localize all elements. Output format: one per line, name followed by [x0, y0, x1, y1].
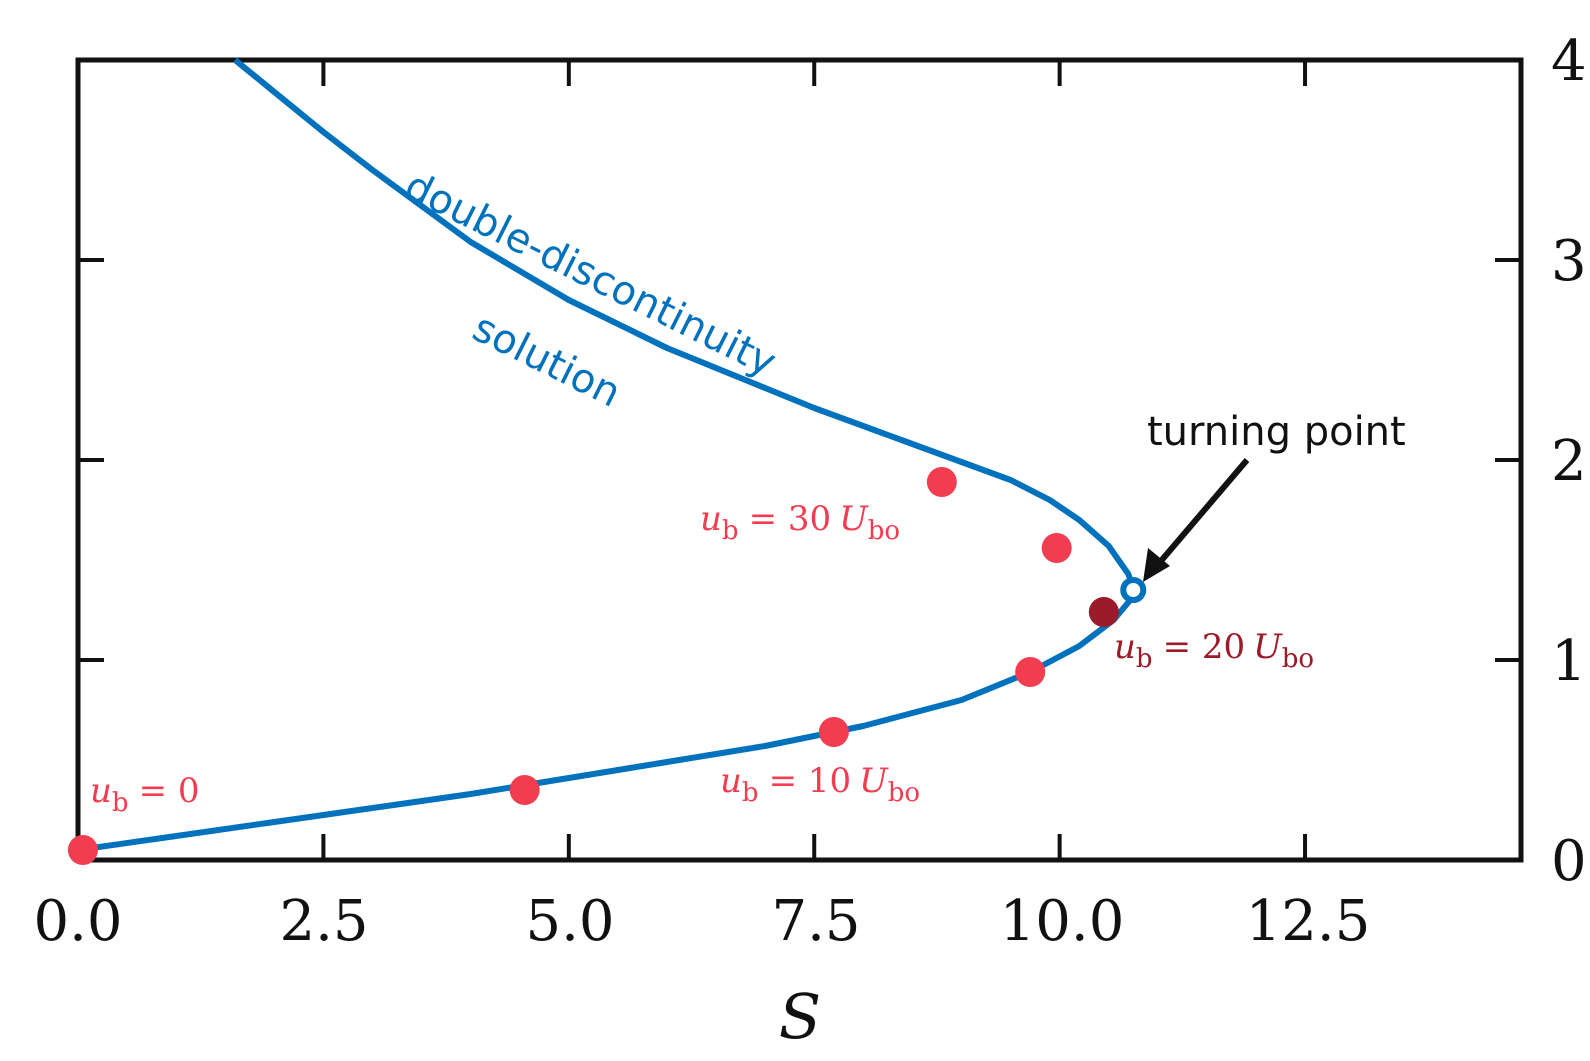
y-tick-labels: 0 1 2 3 4: [1551, 29, 1587, 894]
x-tick-label: 10.0: [1000, 889, 1125, 954]
ub-10-rhs: = 10: [769, 761, 852, 801]
y-tick-label: 4: [1551, 29, 1587, 94]
ub-20-sub: b: [1136, 644, 1153, 674]
ub-30-rhs: = 30: [749, 499, 832, 539]
ub-10-unit: U: [859, 761, 889, 801]
ub-10-unit-sub: bo: [888, 778, 920, 808]
label-ub-0: ub = 0: [90, 771, 200, 818]
y-tick-label: 1: [1551, 629, 1587, 694]
y-tick-label: 3: [1551, 229, 1587, 294]
x-tick-label: 5.0: [525, 889, 614, 954]
ub-0-var: u: [90, 771, 112, 811]
ub-20-rhs: = 20: [1163, 627, 1246, 667]
highlight-point: [1088, 597, 1119, 627]
data-point: [67, 835, 98, 865]
y-tick-label: 2: [1551, 429, 1587, 494]
label-ub-10: ub = 10 Ubo: [720, 761, 920, 808]
turning-point-label: turning point: [1147, 409, 1406, 455]
ub-30-sub: b: [722, 516, 739, 546]
label-ub-20: ub = 20 Ubo: [1114, 627, 1314, 674]
y-tick-label: 0: [1551, 829, 1587, 894]
x-tick-label: 12.5: [1246, 889, 1371, 954]
x-tick-label: 0.0: [33, 889, 122, 954]
ub-10-sub: b: [742, 778, 759, 808]
ub-20-unit-sub: bo: [1282, 644, 1314, 674]
ub-10-var: u: [720, 761, 742, 801]
turning-point-arrow: [1152, 458, 1250, 570]
ub-0-sub: b: [112, 788, 129, 818]
ub-20-unit: U: [1253, 627, 1283, 667]
ub-30-unit-sub: bo: [868, 516, 900, 546]
series-line: [77, 57, 1138, 853]
turning-point-arrowhead: [1143, 548, 1170, 582]
ub-20-var: u: [1114, 627, 1136, 667]
label-ub-30: ub = 30 Ubo: [700, 499, 900, 546]
curve-layer: [67, 57, 1147, 865]
data-point: [1041, 533, 1072, 563]
plot-frame: [75, 57, 1524, 863]
ub-0-rhs: = 0: [139, 771, 200, 811]
x-axis-title: S: [779, 980, 821, 1053]
x-tick-label: 2.5: [279, 889, 368, 954]
data-point: [926, 467, 957, 497]
curve-label-2: solution: [466, 305, 628, 417]
turning-point-marker: [1120, 577, 1147, 603]
curve-label-line2: solution: [466, 305, 628, 417]
data-point: [1015, 657, 1046, 687]
ub-30-var: u: [700, 499, 722, 539]
x-tick-label: 7.5: [771, 889, 860, 954]
data-point: [818, 717, 849, 747]
curve-label: double-discontinuity: [398, 163, 784, 386]
ub-30-unit: U: [839, 499, 869, 539]
data-point: [509, 775, 540, 805]
curve-label-line1: double-discontinuity: [398, 163, 784, 386]
x-tick-labels: 0.0 2.5 5.0 7.5 10.0 12.5: [33, 889, 1370, 954]
